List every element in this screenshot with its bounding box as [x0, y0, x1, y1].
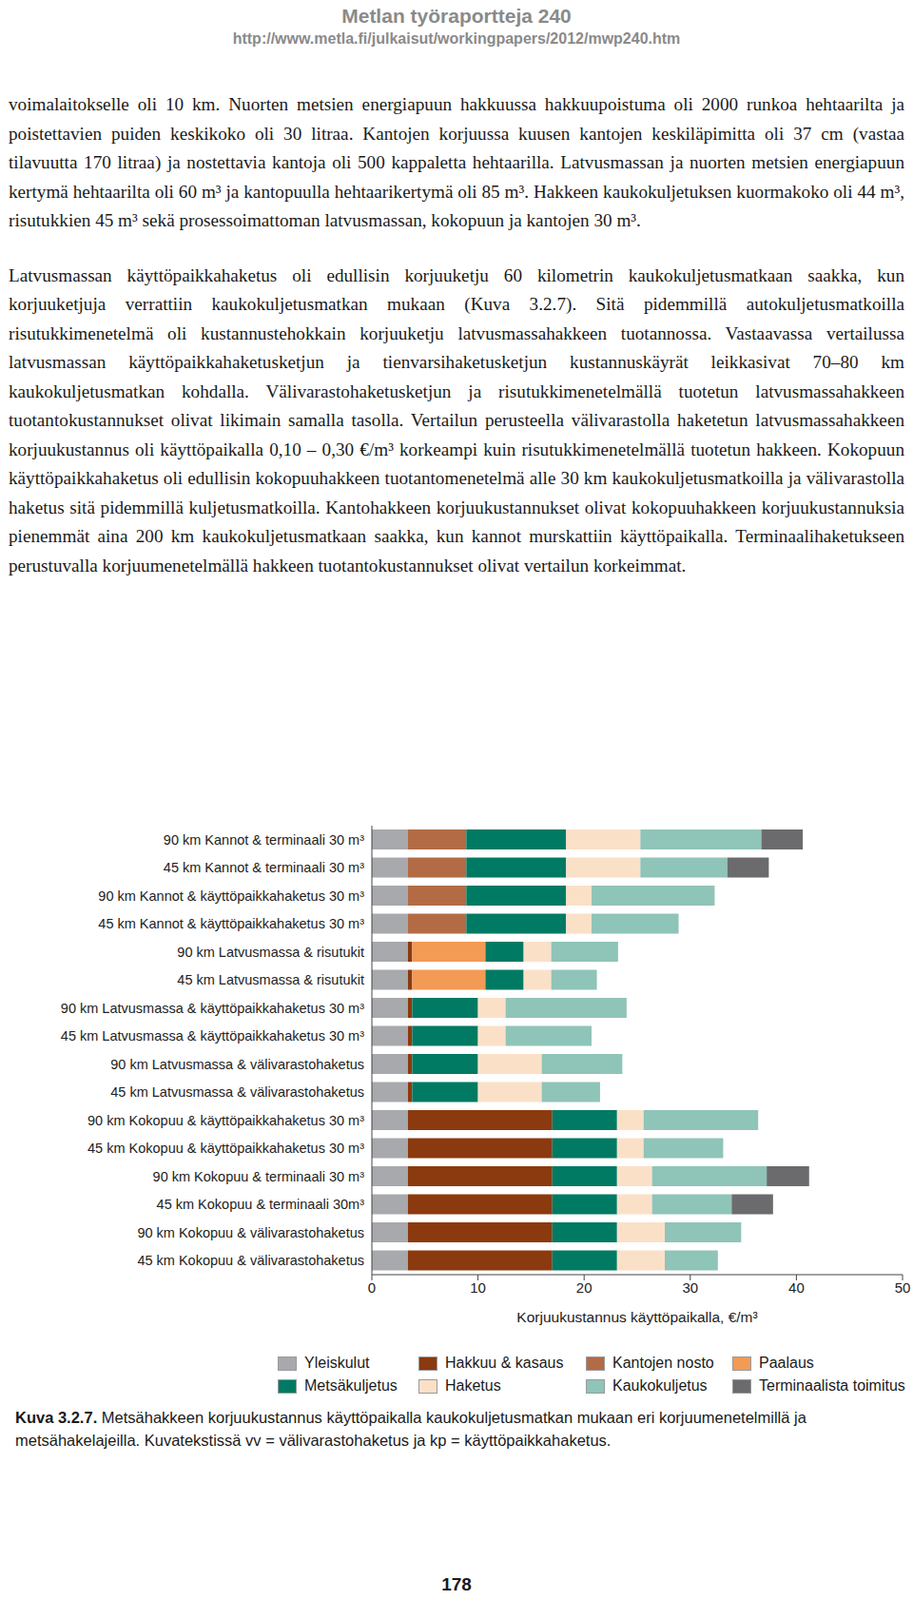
html-text:Kantojen nosto: Kantojen nosto [612, 1354, 715, 1371]
html-text:Paalaus: Paalaus [758, 1354, 814, 1371]
html-text:Kaukokuljetus: Kaukokuljetus [612, 1377, 708, 1394]
svg-text:90 km Kannot & käyttöpaikkahak: 90 km Kannot & käyttöpaikkahaketus 30 m³ [97, 888, 365, 904]
html-text:voimalaitokselle oli 10 km. Nu: voimalaitokselle oli 10 km. Nuorten mets… [8, 94, 905, 231]
html-text:Yleiskulut: Yleiskulut [304, 1354, 370, 1371]
svg-text:90 km Kokopuu & terminaali 30: 90 km Kokopuu & terminaali 30 m³ [153, 1168, 366, 1185]
svg-text:90 km Latvusmassa & välivarast: 90 km Latvusmassa & välivarastohaketus [110, 1056, 365, 1072]
html-text:Terminaalista toimitus: Terminaalista toimitus [758, 1377, 906, 1394]
svg-text:90 km Kannot & terminaali 30 m: 90 km Kannot & terminaali 30 m³ [163, 832, 365, 848]
svg-text:45 km Kannot & terminaali 30 m: 45 km Kannot & terminaali 30 m³ [163, 859, 365, 875]
html-text:Metlan työraportteja 240: Metlan työraportteja 240 [341, 4, 572, 27]
html-text:Kuva 3.2.7. Metsähakkeen korju: Kuva 3.2.7. Metsähakkeen korjuukustannus… [15, 1408, 807, 1449]
html-text:178: 178 [441, 1573, 472, 1594]
html-text:Hakkuu & kasaus: Hakkuu & kasaus [445, 1354, 564, 1371]
svg-text:90 km Kokopuu & käyttöpaikkaha: 90 km Kokopuu & käyttöpaikkahaketus 30 m… [87, 1112, 365, 1128]
svg-text:90 km Kokopuu & välivarastohak: 90 km Kokopuu & välivarastohaketus [136, 1224, 365, 1241]
svg-text:45 km Kokopuu & käyttöpaikkaha: 45 km Kokopuu & käyttöpaikkahaketus 30 m… [87, 1140, 365, 1156]
html-text:Latvusmassan käyttöpaikkahaket: Latvusmassan käyttöpaikkahaketus oli edu… [8, 264, 905, 575]
svg-text:45 km Latvusmassa & käyttöpaik: 45 km Latvusmassa & käyttöpaikkahaketus … [60, 1028, 365, 1044]
svg-text:0: 0 [368, 1279, 376, 1296]
svg-text:45 km Kokopuu & terminaali 30m: 45 km Kokopuu & terminaali 30m³ [156, 1196, 366, 1212]
svg-text:45 km Latvusmassa & välivarast: 45 km Latvusmassa & välivarastohaketus [110, 1084, 365, 1100]
html-text:http://www.metla.fi/julkaisut/: http://www.metla.fi/julkaisut/workingpap… [232, 30, 681, 47]
svg-text:10: 10 [469, 1279, 486, 1296]
svg-text:90 km Latvusmassa & risutukit: 90 km Latvusmassa & risutukit [176, 944, 365, 960]
svg-text:45 km Latvusmassa & risutukit: 45 km Latvusmassa & risutukit [176, 971, 365, 988]
svg-text:45 km Kannot & käyttöpaikkahak: 45 km Kannot & käyttöpaikkahaketus 30 m³ [97, 915, 365, 932]
svg-text:40: 40 [788, 1279, 805, 1296]
svg-text:90 km Latvusmassa & käyttöpaik: 90 km Latvusmassa & käyttöpaikkahaketus … [60, 1000, 365, 1016]
svg-text:45 km Kokopuu & välivarastohak: 45 km Kokopuu & välivarastohaketus [136, 1252, 365, 1268]
svg-text:30: 30 [681, 1279, 699, 1296]
html-text:Haketus: Haketus [445, 1377, 501, 1394]
svg-text:Korjuukustannus käyttöpaikalla: Korjuukustannus käyttöpaikalla, €/m³ [516, 1308, 758, 1325]
svg-text:50: 50 [894, 1279, 906, 1296]
svg-text:20: 20 [576, 1279, 593, 1296]
html-text:Metsäkuljetus: Metsäkuljetus [304, 1377, 398, 1394]
